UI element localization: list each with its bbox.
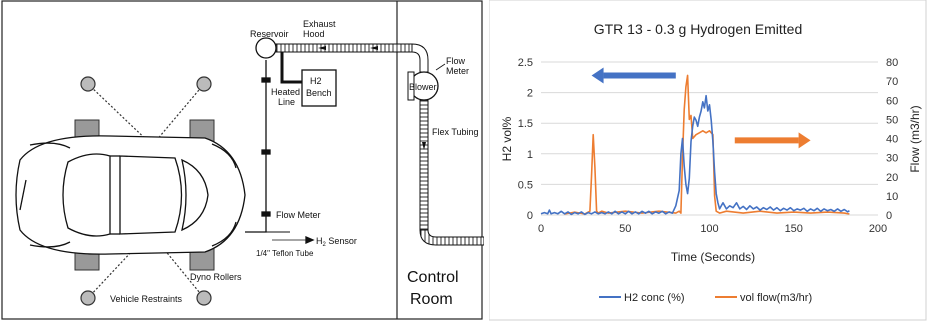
label-blower: Blower xyxy=(409,82,437,92)
series-line-flow xyxy=(564,74,850,215)
restraint-anchor-icon xyxy=(196,76,212,92)
series-line-h2 xyxy=(540,94,850,216)
y2-axis-label: Flow (m3/hr) xyxy=(908,105,922,172)
label-h2-bench-2: Bench xyxy=(306,88,332,98)
y-tick-label: 1 xyxy=(527,149,533,161)
y2-tick-label: 70 xyxy=(886,76,898,88)
label-heated-line-2: Line xyxy=(278,97,295,107)
x-axis-label: Time (Seconds) xyxy=(671,250,755,264)
y2-tick-label: 40 xyxy=(886,134,898,146)
restraint-anchor-icon xyxy=(80,290,96,306)
label-teflon-tube: 1/4" Teflon Tube xyxy=(256,249,314,258)
x-tick-label: 200 xyxy=(869,223,887,235)
label-exhaust-hood-1: Exhaust xyxy=(303,19,336,29)
label-h2-bench-1: H2 xyxy=(310,76,322,86)
series-layer xyxy=(540,74,850,216)
x-tick-label: 50 xyxy=(619,223,631,235)
y2-tick-label: 80 xyxy=(886,57,898,69)
y-tick-label: 2 xyxy=(527,88,533,100)
y2-tick-label: 30 xyxy=(886,153,898,165)
x-tick-label: 100 xyxy=(700,223,718,235)
y2-tick-label: 50 xyxy=(886,114,898,126)
schematic-border xyxy=(1,0,483,320)
hydrogen-chart: GTR 13 - 0.3 g Hydrogen Emitted 0 0.5 1 1.5… xyxy=(489,0,927,321)
gridlines xyxy=(541,61,878,216)
chart-title: GTR 13 - 0.3 g Hydrogen Emitted xyxy=(594,21,803,37)
test-cell-schematic-panel: Reservoir Exhaust Hood Flow Meter Blower… xyxy=(0,0,484,321)
reservoir-icon xyxy=(255,37,277,59)
restraint-anchor-icon xyxy=(196,290,212,306)
label-flow-meter-top-2: Meter xyxy=(446,66,469,76)
label-flex-tubing: Flex Tubing xyxy=(432,127,479,137)
schematic-svg: Reservoir Exhaust Hood Flow Meter Blower… xyxy=(1,0,484,320)
label-flow-meter-bottom: Flow Meter xyxy=(276,210,321,220)
x-tick-label: 150 xyxy=(785,223,803,235)
label-reservoir: Reservoir xyxy=(250,29,289,39)
legend-label-h2: H2 conc (%) xyxy=(624,292,685,304)
annotation-arrow-head xyxy=(798,132,811,149)
y-tick-label: 0 xyxy=(527,210,533,222)
y2-tick-label: 20 xyxy=(886,172,898,184)
sensor-arrow-icon xyxy=(305,236,315,244)
annotation-arrow-head xyxy=(591,67,604,84)
annotations xyxy=(591,67,811,149)
label-h2-sensor: H2 Sensor xyxy=(316,236,357,248)
restraint-anchor-icon xyxy=(80,76,96,92)
label-vehicle-restraints: Vehicle Restraints xyxy=(110,294,183,304)
h2-bench-box xyxy=(301,69,337,107)
heated-line xyxy=(280,48,302,84)
y-tick-label: 2.5 xyxy=(518,57,533,69)
y-tick-label: 1.5 xyxy=(518,118,533,130)
chart-panel: GTR 13 - 0.3 g Hydrogen Emitted 0 0.5 1 1.5… xyxy=(489,0,927,321)
tick-labels: 0 0.5 1 1.5 2 2.5 0 10 20 30 40 50 60 70 80 0 50 100 150 20… xyxy=(518,57,899,235)
label-heated-line-1: Heated xyxy=(271,87,300,97)
y2-tick-label: 0 xyxy=(886,210,892,222)
car-icon xyxy=(15,135,246,255)
label-control-room-2: Room xyxy=(410,291,453,308)
legend: H2 conc (%) vol flow(m3/hr) xyxy=(599,292,812,304)
flex-tubing xyxy=(419,99,429,231)
label-dyno-rollers: Dyno Rollers xyxy=(190,272,242,282)
sample-line xyxy=(245,60,315,244)
y2-tick-label: 60 xyxy=(886,95,898,107)
label-exhaust-hood-2: Hood xyxy=(303,29,325,39)
chart-frame xyxy=(489,0,927,321)
legend-label-flow: vol flow(m3/hr) xyxy=(740,292,812,304)
y-tick-label: 0.5 xyxy=(518,179,533,191)
x-tick-label: 0 xyxy=(538,223,544,235)
label-flow-meter-top-1: Flow xyxy=(446,56,466,66)
y-axis-label: H2 vol% xyxy=(500,116,514,161)
y2-tick-label: 10 xyxy=(886,191,898,203)
label-control-room-1: Control xyxy=(407,269,459,286)
